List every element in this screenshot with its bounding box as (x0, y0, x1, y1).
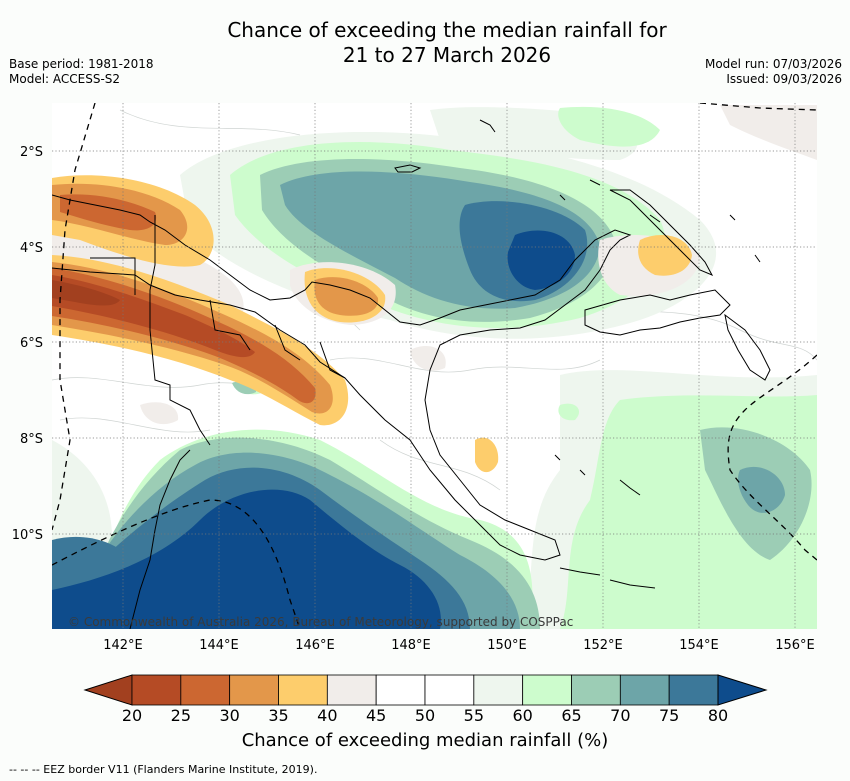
model-name: Model: ACCESS-S2 (9, 72, 121, 86)
colorbar-high-arrow (717, 674, 768, 706)
colorbar-tick-label: 60 (512, 706, 532, 725)
colorbar-cell (326, 674, 377, 706)
colorbar-tick-label: 55 (464, 706, 484, 725)
lat-label: 10°S (12, 528, 43, 543)
lat-label: 4°S (20, 241, 43, 256)
lat-label: 6°S (20, 336, 43, 351)
title-line-1: Chance of exceeding the median rainfall … (227, 18, 667, 42)
lon-label: 148°E (391, 638, 431, 653)
cape-york-outline (129, 449, 191, 629)
eez-legend: -- -- -- EEZ border V11 (Flanders Marine… (9, 763, 318, 776)
lon-label: 152°E (583, 638, 623, 653)
colorbar-tick-label: 45 (366, 706, 386, 725)
lon-label: 150°E (487, 638, 527, 653)
manus-outline (394, 164, 422, 173)
lon-label: 154°E (679, 638, 719, 653)
colorbar-low-arrow (83, 674, 133, 706)
colorbar-tick-label: 25 (171, 706, 191, 725)
colorbar-tick-label: 65 (561, 706, 581, 725)
lon-label: 142°E (103, 638, 143, 653)
map-title: Chance of exceeding the median rainfall … (0, 18, 850, 68)
lat-label: 8°S (20, 432, 43, 447)
issue-info: Model run: 07/03/2026 Issued: 09/03/2026 (705, 57, 842, 87)
colorbar-tick-label: 50 (415, 706, 435, 725)
colorbar: 20 25 30 35 40 45 50 55 60 65 70 75 80 (83, 674, 768, 725)
colorbar-cell (180, 674, 231, 706)
coastlines (52, 119, 771, 629)
colorbar-tick-label: 40 (317, 706, 337, 725)
graticule (52, 103, 817, 629)
new-guinea-outline (52, 194, 632, 561)
colorbar-cell (424, 674, 475, 706)
new-britain-outline (584, 289, 731, 336)
trobriand-outline (554, 454, 641, 496)
colorbar-labels: 20 25 30 35 40 45 50 55 60 65 70 75 80 (122, 706, 728, 725)
bougainville-outline (724, 313, 771, 381)
colorbar-tick-label: 70 (610, 706, 630, 725)
issued-date: Issued: 09/03/2026 (726, 72, 842, 86)
lon-label: 144°E (199, 638, 239, 653)
colorbar-tick-label: 75 (659, 706, 679, 725)
new-ireland-outline (609, 189, 714, 277)
title-line-2: 21 to 27 March 2026 (342, 43, 552, 67)
colorbar-tick-label: 30 (219, 706, 239, 725)
colorbar-tick-label: 35 (268, 706, 288, 725)
eez-borders (52, 103, 817, 629)
lat-label: 2°S (20, 145, 43, 160)
latitude-labels: 2°S 4°S 6°S 8°S 10°S (12, 145, 43, 543)
colorbar-cell (522, 674, 572, 706)
colorbar-cell (571, 674, 621, 706)
colorbar-cell (619, 674, 670, 706)
colorbar-cell (131, 674, 182, 706)
shade-below-20 (52, 280, 120, 306)
colorbar-tick-label: 80 (708, 706, 728, 725)
base-period: Base period: 1981-2018 (9, 57, 154, 71)
louisiade-outline (559, 567, 656, 589)
colorbar-tick-label: 20 (122, 706, 142, 725)
copyright-notice: © Commonwealth of Australia 2026, Bureau… (68, 615, 573, 629)
bismarck-islands (479, 119, 761, 263)
model-info: Base period: 1981-2018 Model: ACCESS-S2 (9, 57, 154, 87)
lon-label: 146°E (295, 638, 335, 653)
colorbar-cell (473, 674, 524, 706)
longitude-labels: 142°E 144°E 146°E 148°E 150°E 152°E 154°… (103, 638, 815, 653)
colorbar-cell (229, 674, 279, 706)
colorbar-cell (278, 674, 328, 706)
colorbar-cell (375, 674, 426, 706)
shade-above-80 (52, 230, 575, 629)
map-plot-area: © Commonwealth of Australia 2026, Bureau… (52, 103, 817, 629)
papua-border (149, 215, 211, 446)
province-boundaries (90, 257, 346, 379)
colorbar-cell (668, 674, 719, 706)
lon-label: 156°E (775, 638, 815, 653)
colorbar-cells (131, 674, 719, 706)
model-run-date: Model run: 07/03/2026 (704, 57, 842, 71)
colorbar-title: Chance of exceeding median rainfall (%) (241, 730, 609, 751)
